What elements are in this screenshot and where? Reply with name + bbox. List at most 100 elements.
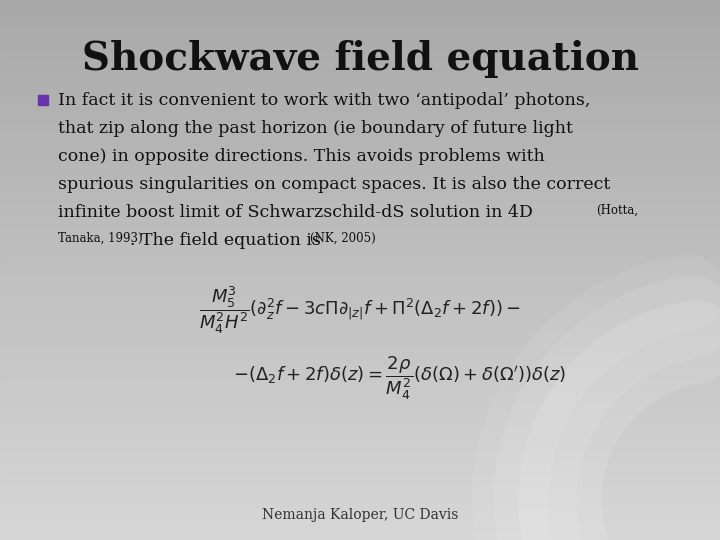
Bar xyxy=(0,138,720,140)
Bar xyxy=(0,329,720,332)
Bar xyxy=(0,248,720,251)
Bar xyxy=(0,338,720,340)
Bar xyxy=(0,154,720,157)
Bar xyxy=(0,343,720,346)
Bar xyxy=(0,111,720,113)
Text: $-(\Delta_2 f + 2f)\delta(z) = \dfrac{2\rho}{M_4^2}(\delta(\Omega) + \delta(\Ome: $-(\Delta_2 f + 2f)\delta(z) = \dfrac{2\… xyxy=(233,354,567,402)
Bar xyxy=(0,84,720,86)
Bar xyxy=(0,113,720,116)
Bar xyxy=(0,38,720,40)
Bar xyxy=(0,5,720,8)
Text: Tanaka, 1993): Tanaka, 1993) xyxy=(58,232,143,245)
Bar xyxy=(0,235,720,238)
Bar xyxy=(0,243,720,246)
Bar xyxy=(0,178,720,181)
Bar xyxy=(0,362,720,364)
Bar xyxy=(0,359,720,362)
Bar xyxy=(0,100,720,103)
Bar xyxy=(0,292,720,294)
Bar xyxy=(0,427,720,429)
Bar xyxy=(0,435,720,437)
Bar xyxy=(0,159,720,162)
Bar xyxy=(0,197,720,200)
Bar xyxy=(0,413,720,416)
Bar xyxy=(0,278,720,281)
Bar xyxy=(0,213,720,216)
Bar xyxy=(0,313,720,316)
Text: (NK, 2005): (NK, 2005) xyxy=(310,232,376,245)
Bar xyxy=(0,300,720,302)
Bar xyxy=(0,254,720,256)
Bar xyxy=(0,389,720,392)
Bar xyxy=(0,394,720,397)
Bar xyxy=(0,284,720,286)
Bar xyxy=(0,162,720,165)
Bar xyxy=(0,70,720,73)
Bar xyxy=(0,105,720,108)
Bar xyxy=(0,356,720,359)
Bar xyxy=(0,219,720,221)
Bar xyxy=(0,486,720,489)
Bar xyxy=(0,181,720,184)
Bar xyxy=(0,440,720,443)
Bar xyxy=(0,481,720,483)
Bar xyxy=(0,319,720,321)
Bar xyxy=(0,127,720,130)
Bar xyxy=(0,524,720,526)
Bar xyxy=(0,316,720,319)
Bar xyxy=(0,92,720,94)
Bar xyxy=(0,351,720,354)
Bar xyxy=(0,211,720,213)
Bar xyxy=(0,367,720,370)
Bar xyxy=(0,454,720,456)
Bar xyxy=(0,57,720,59)
Bar xyxy=(0,97,720,100)
Bar xyxy=(0,308,720,310)
Bar xyxy=(0,418,720,421)
Bar xyxy=(0,189,720,192)
Text: $\dfrac{M_5^3}{M_4^2 H^2}(\partial_z^2 f - 3c\Pi\partial_{|z|}f + \Pi^2(\Delta_2: $\dfrac{M_5^3}{M_4^2 H^2}(\partial_z^2 f… xyxy=(199,284,521,336)
Bar xyxy=(0,446,720,448)
Bar xyxy=(0,0,720,3)
Bar xyxy=(0,262,720,265)
Bar xyxy=(0,467,720,470)
Bar xyxy=(0,43,720,46)
Bar xyxy=(0,68,720,70)
Bar xyxy=(0,521,720,524)
Bar xyxy=(0,103,720,105)
Bar xyxy=(0,146,720,148)
Bar xyxy=(0,132,720,135)
Bar xyxy=(0,410,720,413)
Bar xyxy=(0,16,720,19)
Bar xyxy=(0,238,720,240)
Bar xyxy=(0,224,720,227)
Text: In fact it is convenient to work with two ‘antipodal’ photons,: In fact it is convenient to work with tw… xyxy=(58,92,590,109)
Bar xyxy=(0,81,720,84)
Bar xyxy=(0,192,720,194)
Bar xyxy=(0,35,720,38)
Bar xyxy=(0,478,720,481)
Bar xyxy=(0,505,720,508)
Bar xyxy=(0,270,720,273)
Bar xyxy=(0,273,720,275)
Bar xyxy=(0,221,720,224)
Bar xyxy=(0,324,720,327)
Bar xyxy=(0,208,720,211)
Bar xyxy=(0,108,720,111)
Bar xyxy=(0,151,720,154)
Bar xyxy=(0,202,720,205)
Bar xyxy=(0,470,720,472)
Bar xyxy=(0,297,720,300)
Bar xyxy=(0,246,720,248)
Bar xyxy=(0,443,720,445)
Bar xyxy=(0,14,720,16)
Bar xyxy=(0,392,720,394)
Bar xyxy=(0,176,720,178)
Bar xyxy=(0,275,720,278)
Bar xyxy=(0,305,720,308)
Bar xyxy=(0,497,720,500)
Bar xyxy=(0,281,720,284)
Bar xyxy=(0,475,720,478)
Bar xyxy=(0,251,720,254)
Text: infinite boost limit of Schwarzschild-dS solution in 4D: infinite boost limit of Schwarzschild-dS… xyxy=(58,204,533,221)
